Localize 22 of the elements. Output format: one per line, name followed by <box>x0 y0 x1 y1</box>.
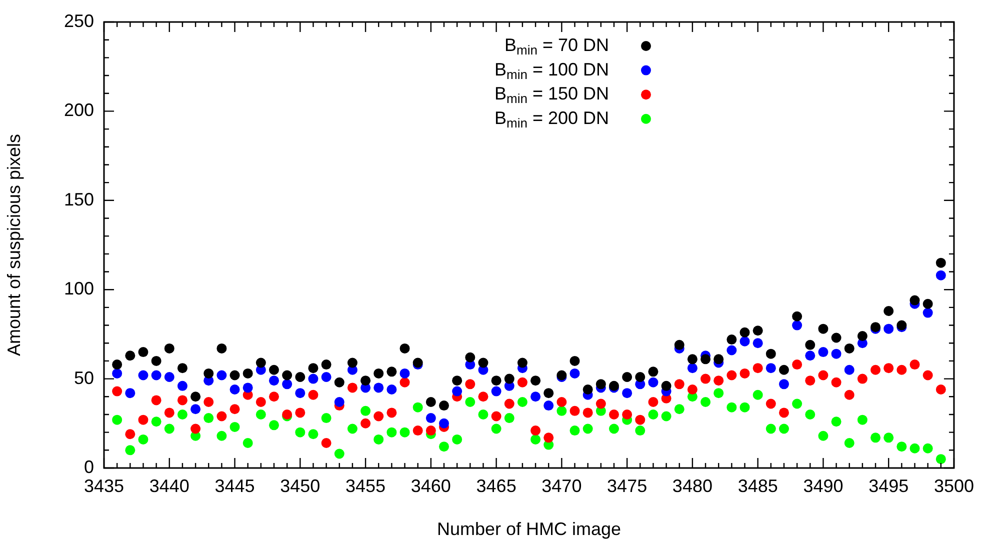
y-tick-label: 50 <box>74 368 94 388</box>
x-tick-label: 3500 <box>934 476 974 496</box>
x-tick-label: 3480 <box>672 476 712 496</box>
y-tick-label: 100 <box>64 278 94 299</box>
x-tick-label: 3495 <box>868 476 909 496</box>
x-tick-label: 3470 <box>542 476 582 496</box>
y-tick-label: 150 <box>64 189 94 210</box>
x-tick-label: 3485 <box>738 476 778 496</box>
y-axis-title: Amount of suspicious pixels <box>4 134 24 356</box>
x-tick-label: 3435 <box>84 476 124 496</box>
x-tick-label: 3450 <box>280 476 320 496</box>
x-tick-label: 3475 <box>607 476 648 496</box>
x-tick-label: 3455 <box>346 476 386 496</box>
x-tick-label: 3490 <box>803 476 844 496</box>
x-tick-label: 3445 <box>214 476 255 496</box>
y-tick-label: 250 <box>64 10 94 31</box>
y-tick-label: 0 <box>84 456 94 477</box>
y-tick-label: 200 <box>64 100 94 120</box>
x-tick-label: 3465 <box>476 476 516 496</box>
x-axis-title: Number of HMC image <box>436 519 622 540</box>
x-tick-label: 3440 <box>149 476 190 496</box>
x-tick-label: 3460 <box>410 476 451 496</box>
